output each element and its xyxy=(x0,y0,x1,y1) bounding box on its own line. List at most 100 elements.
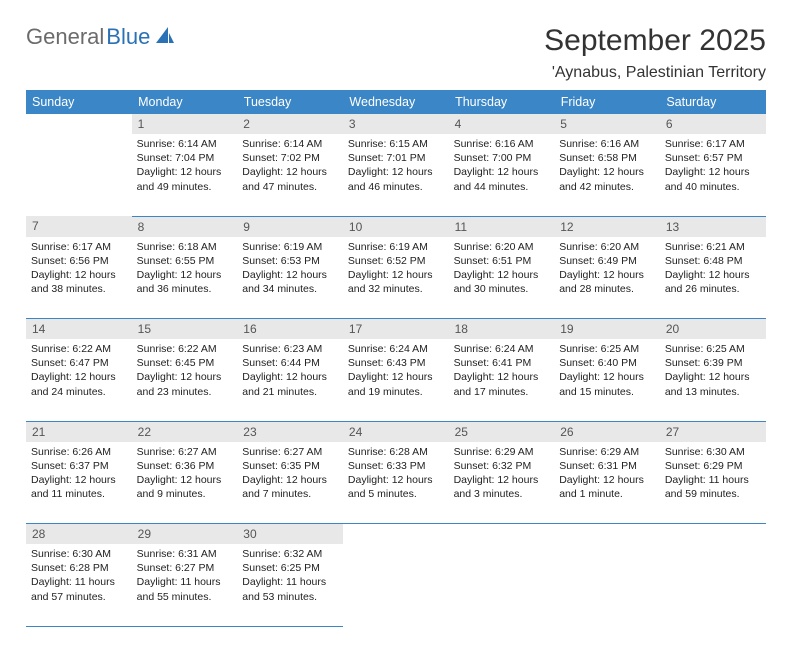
day-cell: Sunrise: 6:15 AMSunset: 7:01 PMDaylight:… xyxy=(343,134,449,216)
day-line: Sunset: 6:36 PM xyxy=(137,459,233,473)
day-number-cell: 30 xyxy=(237,524,343,545)
weekday-header-cell: Wednesday xyxy=(343,90,449,114)
day-line: Sunset: 6:51 PM xyxy=(454,254,550,268)
day-number-cell: 15 xyxy=(132,319,238,340)
day-line: Sunrise: 6:23 AM xyxy=(242,342,338,356)
day-cell-content: Sunrise: 6:24 AMSunset: 6:41 PMDaylight:… xyxy=(449,339,555,405)
day-number-cell: 19 xyxy=(554,319,660,340)
day-line: Sunrise: 6:16 AM xyxy=(559,137,655,151)
day-cell: Sunrise: 6:19 AMSunset: 6:52 PMDaylight:… xyxy=(343,237,449,319)
header: GeneralBlue September 2025 'Aynabus, Pal… xyxy=(26,24,766,82)
day-cell xyxy=(26,134,132,216)
day-number-cell: 12 xyxy=(554,216,660,237)
day-number-cell: 24 xyxy=(343,421,449,442)
day-number-cell xyxy=(554,524,660,545)
day-number-cell: 25 xyxy=(449,421,555,442)
day-cell: Sunrise: 6:24 AMSunset: 6:43 PMDaylight:… xyxy=(343,339,449,421)
day-cell: Sunrise: 6:31 AMSunset: 6:27 PMDaylight:… xyxy=(132,544,238,626)
day-number-cell: 22 xyxy=(132,421,238,442)
day-line: Sunrise: 6:14 AM xyxy=(242,137,338,151)
day-content-row: Sunrise: 6:26 AMSunset: 6:37 PMDaylight:… xyxy=(26,442,766,524)
day-line: and 59 minutes. xyxy=(665,487,761,501)
day-line: Daylight: 11 hours xyxy=(242,575,338,589)
day-number-row: 123456 xyxy=(26,114,766,134)
day-cell xyxy=(343,544,449,626)
day-cell: Sunrise: 6:25 AMSunset: 6:40 PMDaylight:… xyxy=(554,339,660,421)
day-cell-content: Sunrise: 6:26 AMSunset: 6:37 PMDaylight:… xyxy=(26,442,132,508)
logo: GeneralBlue xyxy=(26,24,176,50)
day-line: Sunrise: 6:18 AM xyxy=(137,240,233,254)
day-line: and 57 minutes. xyxy=(31,590,127,604)
day-line: Daylight: 12 hours xyxy=(242,268,338,282)
day-line: Sunrise: 6:20 AM xyxy=(559,240,655,254)
day-cell-content: Sunrise: 6:24 AMSunset: 6:43 PMDaylight:… xyxy=(343,339,449,405)
day-line: Daylight: 12 hours xyxy=(559,473,655,487)
day-line: Daylight: 12 hours xyxy=(665,268,761,282)
day-line: Sunset: 6:49 PM xyxy=(559,254,655,268)
day-line: Sunset: 6:31 PM xyxy=(559,459,655,473)
day-cell xyxy=(554,544,660,626)
day-number-cell: 23 xyxy=(237,421,343,442)
day-number-cell: 27 xyxy=(660,421,766,442)
day-number-cell: 28 xyxy=(26,524,132,545)
day-cell-content: Sunrise: 6:17 AMSunset: 6:57 PMDaylight:… xyxy=(660,134,766,200)
day-number-cell: 2 xyxy=(237,114,343,134)
day-cell-content: Sunrise: 6:27 AMSunset: 6:35 PMDaylight:… xyxy=(237,442,343,508)
weekday-header-cell: Monday xyxy=(132,90,238,114)
day-line: Sunset: 7:04 PM xyxy=(137,151,233,165)
day-cell-content: Sunrise: 6:19 AMSunset: 6:52 PMDaylight:… xyxy=(343,237,449,303)
day-line: Sunset: 6:28 PM xyxy=(31,561,127,575)
day-line: Sunset: 6:40 PM xyxy=(559,356,655,370)
day-line: Sunset: 6:57 PM xyxy=(665,151,761,165)
day-content-row: Sunrise: 6:22 AMSunset: 6:47 PMDaylight:… xyxy=(26,339,766,421)
day-line: and 44 minutes. xyxy=(454,180,550,194)
day-cell-content: Sunrise: 6:16 AMSunset: 6:58 PMDaylight:… xyxy=(554,134,660,200)
day-cell-content: Sunrise: 6:22 AMSunset: 6:45 PMDaylight:… xyxy=(132,339,238,405)
day-cell: Sunrise: 6:22 AMSunset: 6:47 PMDaylight:… xyxy=(26,339,132,421)
day-line: Sunrise: 6:24 AM xyxy=(454,342,550,356)
day-number-cell: 8 xyxy=(132,216,238,237)
day-line: Sunset: 6:25 PM xyxy=(242,561,338,575)
day-line: Sunrise: 6:28 AM xyxy=(348,445,444,459)
day-cell: Sunrise: 6:30 AMSunset: 6:29 PMDaylight:… xyxy=(660,442,766,524)
day-line: Daylight: 11 hours xyxy=(137,575,233,589)
day-line: and 36 minutes. xyxy=(137,282,233,296)
day-line: and 23 minutes. xyxy=(137,385,233,399)
day-cell: Sunrise: 6:21 AMSunset: 6:48 PMDaylight:… xyxy=(660,237,766,319)
day-number-cell: 13 xyxy=(660,216,766,237)
day-number-row: 14151617181920 xyxy=(26,319,766,340)
day-line: Sunrise: 6:22 AM xyxy=(31,342,127,356)
day-line: Sunrise: 6:24 AM xyxy=(348,342,444,356)
day-number-cell: 6 xyxy=(660,114,766,134)
day-cell: Sunrise: 6:22 AMSunset: 6:45 PMDaylight:… xyxy=(132,339,238,421)
day-line: Daylight: 11 hours xyxy=(31,575,127,589)
day-cell-content: Sunrise: 6:32 AMSunset: 6:25 PMDaylight:… xyxy=(237,544,343,610)
day-line: Sunset: 6:44 PM xyxy=(242,356,338,370)
day-line: Sunset: 6:35 PM xyxy=(242,459,338,473)
day-line: Sunrise: 6:29 AM xyxy=(559,445,655,459)
day-line: and 38 minutes. xyxy=(31,282,127,296)
day-cell: Sunrise: 6:18 AMSunset: 6:55 PMDaylight:… xyxy=(132,237,238,319)
day-line: Daylight: 12 hours xyxy=(454,268,550,282)
day-cell-content: Sunrise: 6:27 AMSunset: 6:36 PMDaylight:… xyxy=(132,442,238,508)
day-cell xyxy=(449,544,555,626)
weekday-header: SundayMondayTuesdayWednesdayThursdayFrid… xyxy=(26,90,766,114)
day-line: Sunrise: 6:27 AM xyxy=(137,445,233,459)
day-cell-content: Sunrise: 6:17 AMSunset: 6:56 PMDaylight:… xyxy=(26,237,132,303)
day-cell-content: Sunrise: 6:21 AMSunset: 6:48 PMDaylight:… xyxy=(660,237,766,303)
day-line: Sunrise: 6:15 AM xyxy=(348,137,444,151)
day-cell: Sunrise: 6:17 AMSunset: 6:57 PMDaylight:… xyxy=(660,134,766,216)
day-number-cell: 9 xyxy=(237,216,343,237)
day-line: and 15 minutes. xyxy=(559,385,655,399)
day-line: Daylight: 12 hours xyxy=(559,165,655,179)
day-cell-content: Sunrise: 6:20 AMSunset: 6:49 PMDaylight:… xyxy=(554,237,660,303)
day-line: Daylight: 12 hours xyxy=(137,268,233,282)
day-line: Sunrise: 6:25 AM xyxy=(559,342,655,356)
location: 'Aynabus, Palestinian Territory xyxy=(544,64,766,82)
day-cell: Sunrise: 6:32 AMSunset: 6:25 PMDaylight:… xyxy=(237,544,343,626)
day-line: Sunset: 6:53 PM xyxy=(242,254,338,268)
day-number-cell: 10 xyxy=(343,216,449,237)
day-line: Sunset: 6:33 PM xyxy=(348,459,444,473)
day-line: Daylight: 12 hours xyxy=(31,473,127,487)
day-cell: Sunrise: 6:27 AMSunset: 6:36 PMDaylight:… xyxy=(132,442,238,524)
